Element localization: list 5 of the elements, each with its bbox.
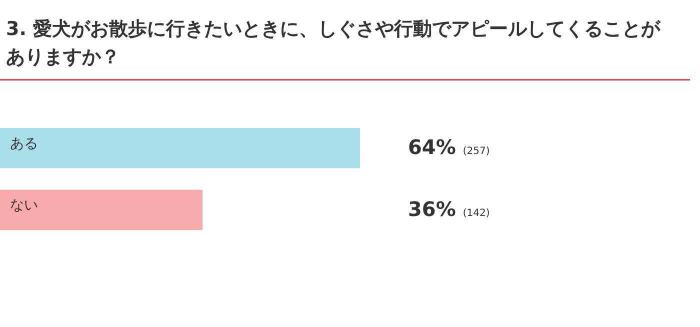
data-label: 64% (257) [408, 135, 490, 160]
data-label: 36% (142) [408, 196, 490, 221]
y-tick-label: ない [10, 198, 38, 214]
chart-title: 3. 愛犬がお散歩に行きたいときに、しぐさや行動でアピールしてくることがありますか？ [6, 18, 662, 68]
y-tick-label: ある [10, 136, 38, 152]
